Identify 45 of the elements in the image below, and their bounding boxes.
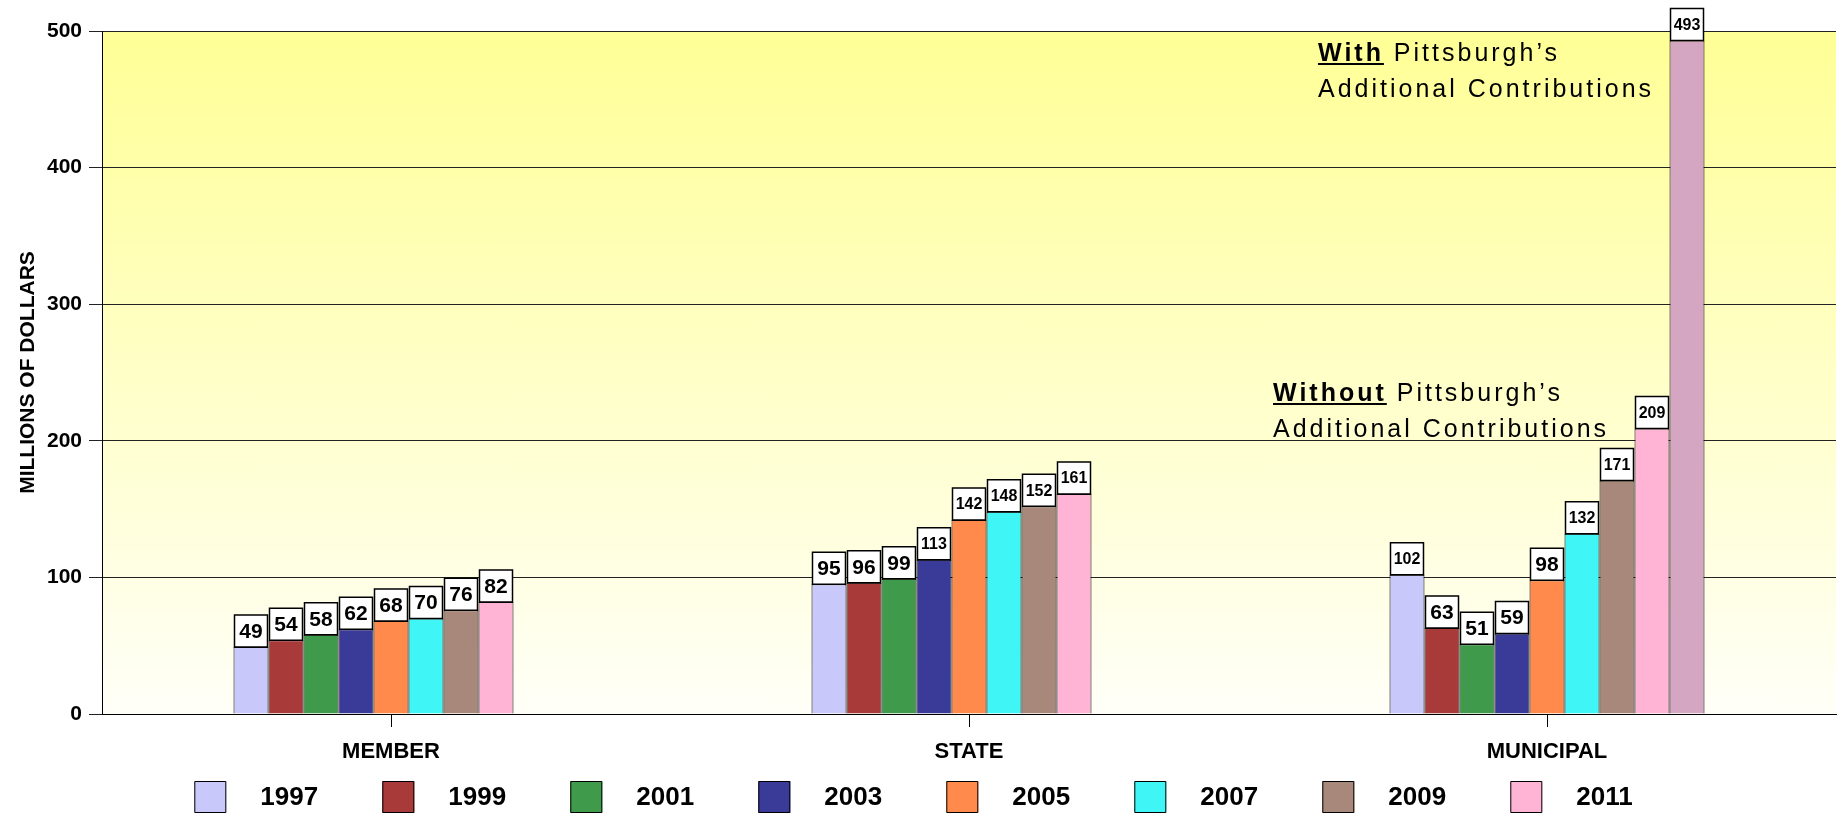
y-tick-label: 0 xyxy=(70,700,82,724)
data-label: 99 xyxy=(887,550,911,574)
x-tick-label: MEMBER xyxy=(342,738,440,764)
data-label: 113 xyxy=(921,535,948,553)
y-tick-label: 200 xyxy=(46,427,82,451)
data-label: 59 xyxy=(1500,605,1524,629)
legend-label: 2007 xyxy=(1200,781,1259,812)
annotation: Without Pittsburgh’s Additional Contributions xyxy=(1273,377,1611,444)
legend-label: 2001 xyxy=(636,781,695,812)
y-tick-label: 400 xyxy=(46,154,82,178)
y-axis-title: MILLIONS OF DOLLARS xyxy=(15,251,39,494)
legend-label: 2003 xyxy=(824,781,883,812)
data-label: 148 xyxy=(990,487,1018,505)
data-label: 58 xyxy=(309,606,333,630)
data-label: 62 xyxy=(344,601,368,625)
data-label: 142 xyxy=(955,495,983,513)
annotation: With Pittsburgh’s Additional Contributions xyxy=(1318,37,1656,104)
data-label: 161 xyxy=(1060,469,1088,487)
data-label: 68 xyxy=(379,592,403,616)
x-tick-label: STATE xyxy=(934,738,1004,764)
data-label: 209 xyxy=(1638,403,1666,421)
data-label: 63 xyxy=(1430,599,1454,623)
data-label: 493 xyxy=(1673,15,1701,33)
legend-label: 2011 xyxy=(1576,781,1633,812)
data-label: 76 xyxy=(449,581,473,605)
data-label: 132 xyxy=(1568,509,1596,527)
data-label: 96 xyxy=(852,554,876,578)
data-label: 51 xyxy=(1465,616,1489,640)
y-tick-label: 500 xyxy=(46,17,82,41)
legend-label: 2009 xyxy=(1388,781,1447,812)
data-label: 82 xyxy=(484,573,508,597)
data-label: 49 xyxy=(239,618,263,642)
legend-label: 1999 xyxy=(448,781,507,812)
data-label: 171 xyxy=(1603,455,1631,473)
data-label: 70 xyxy=(414,590,438,614)
y-tick-label: 300 xyxy=(46,291,82,314)
legend-label: 2005 xyxy=(1012,781,1071,812)
x-tick-label: MUNICIPAL xyxy=(1486,738,1608,764)
data-label: 54 xyxy=(274,612,298,636)
y-tick-label: 100 xyxy=(46,564,82,588)
data-label: 102 xyxy=(1393,550,1421,568)
data-label: 95 xyxy=(817,556,841,580)
data-label: 152 xyxy=(1025,481,1053,499)
legend-label: 1997 xyxy=(260,781,319,812)
data-label: 98 xyxy=(1535,551,1559,575)
